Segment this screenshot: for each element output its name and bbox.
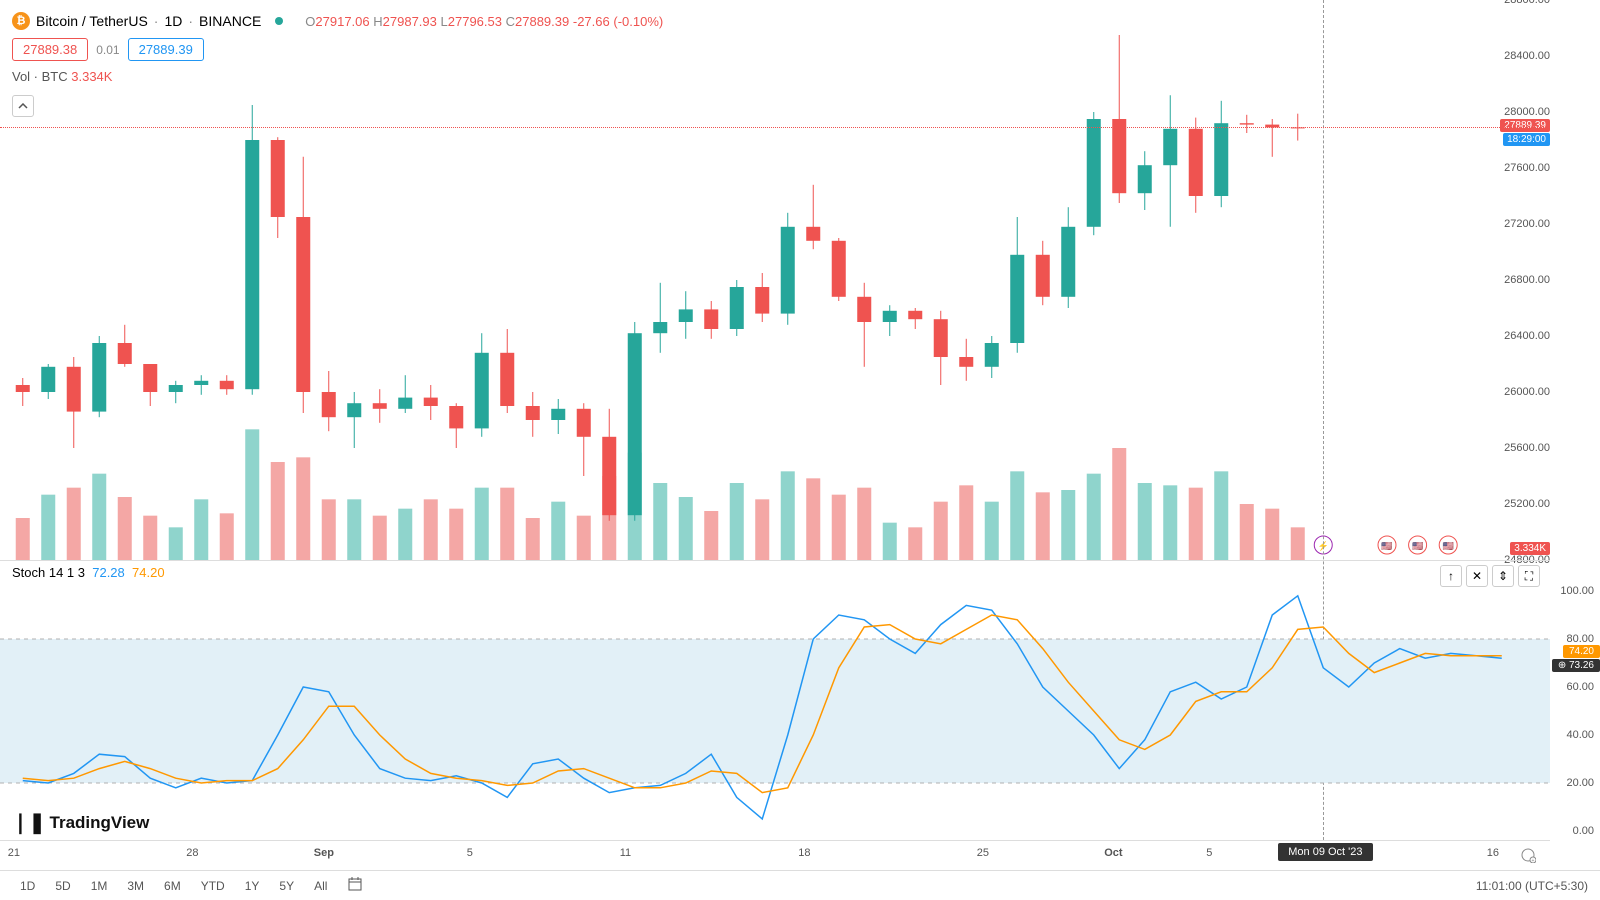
svg-text:+: + (1532, 858, 1535, 863)
svg-text:🇺🇸: 🇺🇸 (1412, 541, 1423, 551)
calendar-icon[interactable] (343, 872, 367, 899)
price-chart[interactable]: ⚡🇺🇸🇺🇸🇺🇸 24800.0025200.0025600.0026000.00… (0, 0, 1550, 560)
range-ytd[interactable]: YTD (193, 875, 233, 897)
clock[interactable]: 11:01:00 (UTC+5:30) (1476, 879, 1588, 893)
range-5y[interactable]: 5Y (271, 875, 302, 897)
range-3m[interactable]: 3M (119, 875, 152, 897)
stoch-legend: Stoch 14 1 3 72.28 74.20 (12, 565, 165, 580)
time-highlight: Mon 09 Oct '23 (1278, 843, 1372, 861)
time-axis[interactable]: + 2128Sep5111825Oct516Mon 09 Oct '23 (0, 840, 1550, 870)
range-6m[interactable]: 6M (156, 875, 189, 897)
range-all[interactable]: All (306, 875, 335, 897)
svg-text:🇺🇸: 🇺🇸 (1381, 541, 1392, 551)
tradingview-watermark: ❘❚TradingView (12, 810, 149, 835)
range-1m[interactable]: 1M (83, 875, 116, 897)
stoch-panel[interactable]: Stoch 14 1 3 72.28 74.20 ↑ ✕ ⇕ ⛶ 0.0020.… (0, 560, 1550, 840)
range-1d[interactable]: 1D (12, 875, 43, 897)
stoch-maximize-button[interactable]: ⛶ (1518, 565, 1540, 587)
price-axis[interactable]: 24800.0025200.0025600.0026000.0026400.00… (1490, 0, 1550, 560)
stoch-move-up-button[interactable]: ↑ (1440, 565, 1462, 587)
range-selector: 1D5D1M3M6MYTD1Y5YAll (12, 875, 335, 897)
svg-text:🇺🇸: 🇺🇸 (1443, 541, 1454, 551)
current-price-line (0, 127, 1550, 128)
stoch-collapse-button[interactable]: ⇕ (1492, 565, 1514, 587)
timezone-icon[interactable]: + (1520, 847, 1536, 866)
stoch-close-button[interactable]: ✕ (1466, 565, 1488, 587)
range-1y[interactable]: 1Y (237, 875, 268, 897)
range-5d[interactable]: 5D (47, 875, 78, 897)
